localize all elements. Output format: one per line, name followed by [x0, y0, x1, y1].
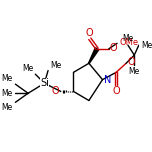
Polygon shape	[89, 48, 99, 64]
Text: Me: Me	[142, 41, 152, 50]
Text: O: O	[127, 57, 135, 67]
Text: O: O	[112, 86, 120, 96]
Text: N: N	[104, 75, 112, 85]
Text: Me: Me	[22, 64, 34, 73]
Text: Si: Si	[40, 78, 49, 88]
Text: Me: Me	[1, 89, 13, 98]
Text: O: O	[110, 43, 117, 53]
Text: OMe: OMe	[120, 38, 139, 47]
Text: Me: Me	[122, 34, 134, 43]
Text: O: O	[86, 28, 94, 38]
Text: Me: Me	[129, 67, 140, 76]
Text: O: O	[51, 86, 59, 96]
Text: Me: Me	[1, 74, 13, 83]
Text: Me: Me	[50, 61, 61, 70]
Text: Me: Me	[1, 103, 13, 112]
